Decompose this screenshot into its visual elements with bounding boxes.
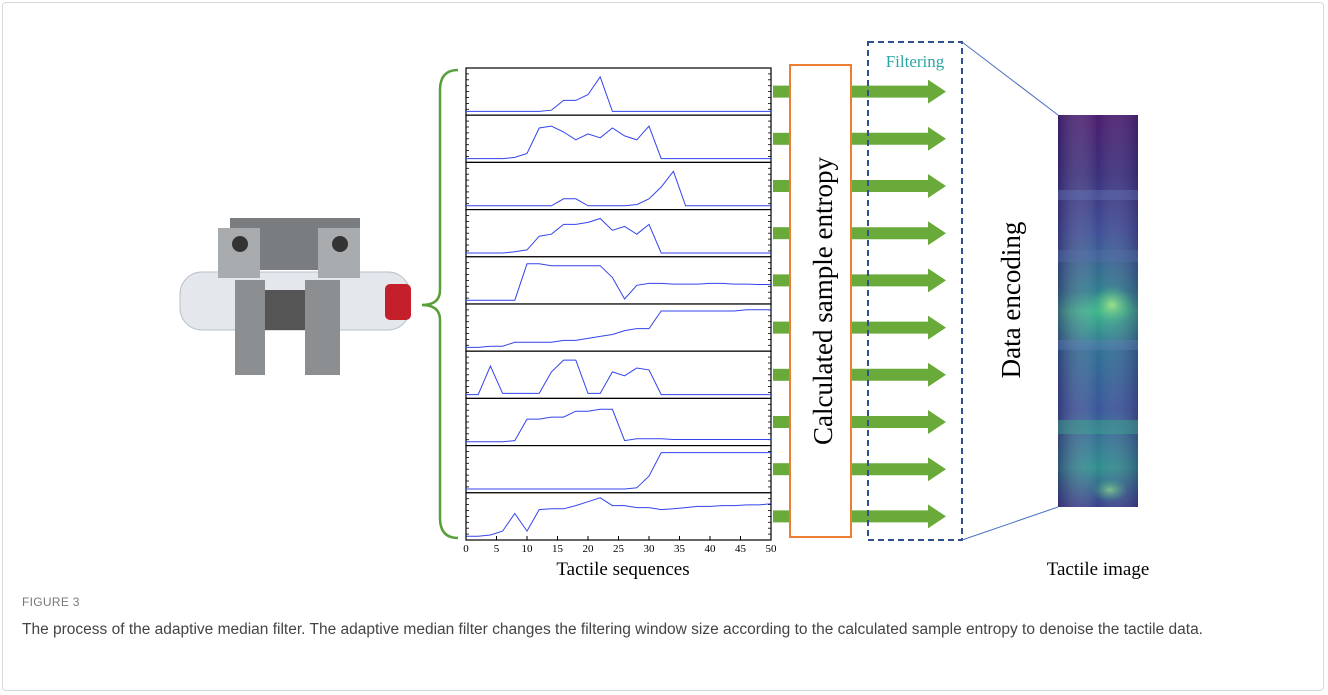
plot-frame — [465, 114, 772, 163]
arrow-stub — [773, 321, 790, 334]
figure-label: FIGURE 3 — [22, 595, 80, 609]
arrow — [852, 410, 946, 434]
plot-frame — [465, 350, 772, 400]
plot-frame — [465, 492, 772, 541]
arrow-stub — [773, 180, 790, 192]
x-tick-label: 0 — [463, 543, 469, 555]
sequence-line — [466, 263, 771, 301]
gripper-illustration — [179, 218, 411, 375]
x-tick-label: 10 — [522, 543, 534, 555]
sequence-line — [466, 497, 772, 537]
connector — [961, 41, 1059, 116]
sequence-line — [466, 217, 771, 254]
arrow — [852, 221, 946, 246]
plot-frame — [465, 397, 772, 447]
sequence-line — [466, 359, 771, 396]
arrow-stub — [773, 510, 790, 523]
caption: The process of the adaptive median filte… — [22, 621, 1203, 638]
filter-box — [867, 41, 963, 541]
arrow — [852, 504, 946, 529]
arrows — [773, 79, 946, 529]
x-tick-label: 20 — [583, 543, 595, 555]
tactile-plots: 0 5 10 15 20 25 30 35 40 45 50 — [463, 67, 778, 555]
brace — [421, 68, 459, 540]
x-tick-label: 45 — [735, 543, 747, 555]
sequence-line — [466, 125, 771, 160]
filter-label: Filtering — [886, 52, 945, 71]
plot-frame — [465, 209, 772, 258]
figure: 0 5 10 15 20 25 30 35 40 45 50 Calculated sample e… — [179, 41, 1150, 580]
plot-frame — [465, 256, 772, 305]
x-tick-label: 35 — [674, 543, 686, 555]
image-title: Tactile image — [1047, 559, 1150, 580]
arrow — [852, 362, 946, 387]
arrow — [852, 457, 946, 482]
arrow-stub — [773, 416, 790, 428]
arrow-stub — [773, 274, 790, 287]
arrow — [852, 174, 946, 198]
sequence-line — [466, 309, 771, 348]
arrow-stub — [773, 132, 790, 145]
x-tick-label: 50 — [766, 543, 778, 555]
arrow-stub — [773, 463, 790, 476]
tactile-image — [1058, 115, 1138, 507]
sequence-line — [466, 408, 771, 443]
connector — [961, 506, 1059, 541]
encoding-label: Data encoding — [996, 222, 1026, 379]
x-tick-label: 5 — [494, 543, 500, 555]
plot-frame — [465, 161, 772, 211]
arrow — [852, 126, 946, 151]
sequence-line — [466, 170, 771, 207]
arrow — [852, 315, 946, 340]
entropy-box — [789, 64, 852, 538]
arrow — [852, 268, 946, 293]
x-tick-label: 25 — [613, 543, 625, 555]
entropy-label: Calculated sample entropy — [808, 157, 838, 445]
arrow-stub — [773, 85, 790, 98]
arrow — [852, 79, 946, 104]
sequence-line — [466, 452, 771, 490]
arrow-stub — [773, 227, 790, 240]
plot-frame — [465, 445, 772, 494]
plot-frame — [465, 303, 772, 352]
plot-frame — [465, 67, 772, 116]
arrow-stub — [773, 368, 790, 381]
x-tick-label: 30 — [644, 543, 656, 555]
x-tick-label: 15 — [552, 543, 564, 555]
x-tick-label: 40 — [705, 543, 717, 555]
x-axis-title: Tactile sequences — [556, 559, 689, 580]
sequence-line — [466, 75, 771, 112]
